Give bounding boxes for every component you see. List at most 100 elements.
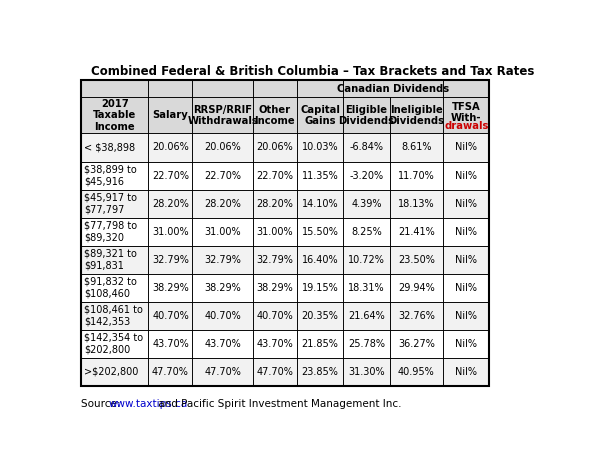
Bar [443, 302, 489, 329]
Bar [390, 302, 443, 329]
Text: 20.06%: 20.06% [152, 142, 189, 152]
Bar [297, 246, 343, 274]
Text: 47.70%: 47.70% [257, 367, 293, 377]
Text: 22.70%: 22.70% [204, 171, 241, 180]
Bar [81, 274, 148, 302]
Bar [390, 97, 443, 133]
Text: 2017
Taxable
Income: 2017 Taxable Income [93, 99, 136, 132]
Text: 40.95%: 40.95% [398, 367, 435, 377]
Text: 47.70%: 47.70% [152, 367, 189, 377]
Bar [192, 329, 253, 358]
Text: 28.20%: 28.20% [152, 198, 189, 209]
Bar [192, 246, 253, 274]
Bar [343, 329, 390, 358]
Bar [297, 189, 343, 218]
Bar [297, 97, 343, 133]
Text: 8.25%: 8.25% [351, 227, 382, 236]
Bar [297, 218, 343, 246]
Bar [297, 80, 343, 97]
Text: 21.85%: 21.85% [302, 339, 338, 349]
Text: 10.03%: 10.03% [302, 142, 338, 152]
Text: $77,798 to
$89,320: $77,798 to $89,320 [84, 221, 137, 243]
Text: RRSP/RRIF
Withdrawals: RRSP/RRIF Withdrawals [188, 105, 258, 126]
Text: Salary: Salary [153, 110, 188, 120]
Text: -6.84%: -6.84% [349, 142, 384, 152]
Bar [81, 246, 148, 274]
Text: 21.41%: 21.41% [398, 227, 435, 236]
Bar [443, 189, 489, 218]
Bar [390, 189, 443, 218]
Bar [148, 162, 192, 189]
Text: 32.76%: 32.76% [398, 311, 435, 321]
Text: $45,917 to
$77,797: $45,917 to $77,797 [84, 193, 137, 214]
Bar [192, 162, 253, 189]
Bar [148, 189, 192, 218]
Text: Eligible
Dividends: Eligible Dividends [338, 105, 395, 126]
Text: 18.31%: 18.31% [348, 282, 385, 293]
Text: 21.64%: 21.64% [348, 311, 385, 321]
Bar [343, 189, 390, 218]
Bar [81, 80, 489, 386]
Bar [443, 80, 489, 97]
Text: 31.00%: 31.00% [152, 227, 189, 236]
Text: 4.39%: 4.39% [351, 198, 382, 209]
Text: 43.70%: 43.70% [257, 339, 293, 349]
Bar [297, 329, 343, 358]
Text: 15.50%: 15.50% [302, 227, 338, 236]
Bar [192, 97, 253, 133]
Text: 20.06%: 20.06% [257, 142, 293, 152]
Text: Nil%: Nil% [455, 142, 477, 152]
Bar [81, 302, 148, 329]
Bar [148, 329, 192, 358]
Bar [192, 189, 253, 218]
Text: 47.70%: 47.70% [204, 367, 241, 377]
Bar [148, 218, 192, 246]
Bar [192, 274, 253, 302]
Bar [443, 133, 489, 162]
Text: Nil%: Nil% [455, 171, 477, 180]
Text: 20.35%: 20.35% [302, 311, 338, 321]
Bar [148, 302, 192, 329]
Bar [443, 162, 489, 189]
Bar [253, 246, 297, 274]
Bar [81, 358, 148, 386]
Text: 20.06%: 20.06% [204, 142, 241, 152]
Bar [443, 358, 489, 386]
Bar [81, 80, 148, 97]
Text: 23.50%: 23.50% [398, 255, 435, 265]
Bar [297, 133, 343, 162]
Bar [390, 358, 443, 386]
Bar [192, 302, 253, 329]
Text: Nil%: Nil% [455, 367, 477, 377]
Bar [390, 274, 443, 302]
Text: Canadian Dividends: Canadian Dividends [337, 84, 449, 94]
Text: Ineligible
Dividends: Ineligible Dividends [389, 105, 444, 126]
Text: 11.70%: 11.70% [398, 171, 435, 180]
Text: >$202,800: >$202,800 [84, 367, 139, 377]
Text: 16.40%: 16.40% [302, 255, 338, 265]
Text: 40.70%: 40.70% [204, 311, 241, 321]
Bar [443, 218, 489, 246]
Text: 14.10%: 14.10% [302, 198, 338, 209]
Bar [81, 218, 148, 246]
Text: < $38,898: < $38,898 [84, 142, 136, 152]
Text: Other
Income: Other Income [255, 105, 295, 126]
Bar [148, 358, 192, 386]
Bar [148, 80, 192, 97]
Text: 28.20%: 28.20% [257, 198, 293, 209]
Text: 36.27%: 36.27% [398, 339, 435, 349]
Text: Combined Federal & British Columbia – Tax Brackets and Tax Rates: Combined Federal & British Columbia – Ta… [92, 65, 535, 78]
Bar [297, 274, 343, 302]
Text: 11.35%: 11.35% [302, 171, 338, 180]
Bar [253, 133, 297, 162]
Bar [253, 189, 297, 218]
Text: TFSA
With-: TFSA With- [451, 102, 481, 123]
Bar [390, 133, 443, 162]
Text: 43.70%: 43.70% [204, 339, 241, 349]
Bar [343, 218, 390, 246]
Text: 40.70%: 40.70% [257, 311, 293, 321]
Bar [253, 329, 297, 358]
Bar [390, 329, 443, 358]
Text: drawals: drawals [444, 121, 488, 131]
Text: 18.13%: 18.13% [398, 198, 434, 209]
